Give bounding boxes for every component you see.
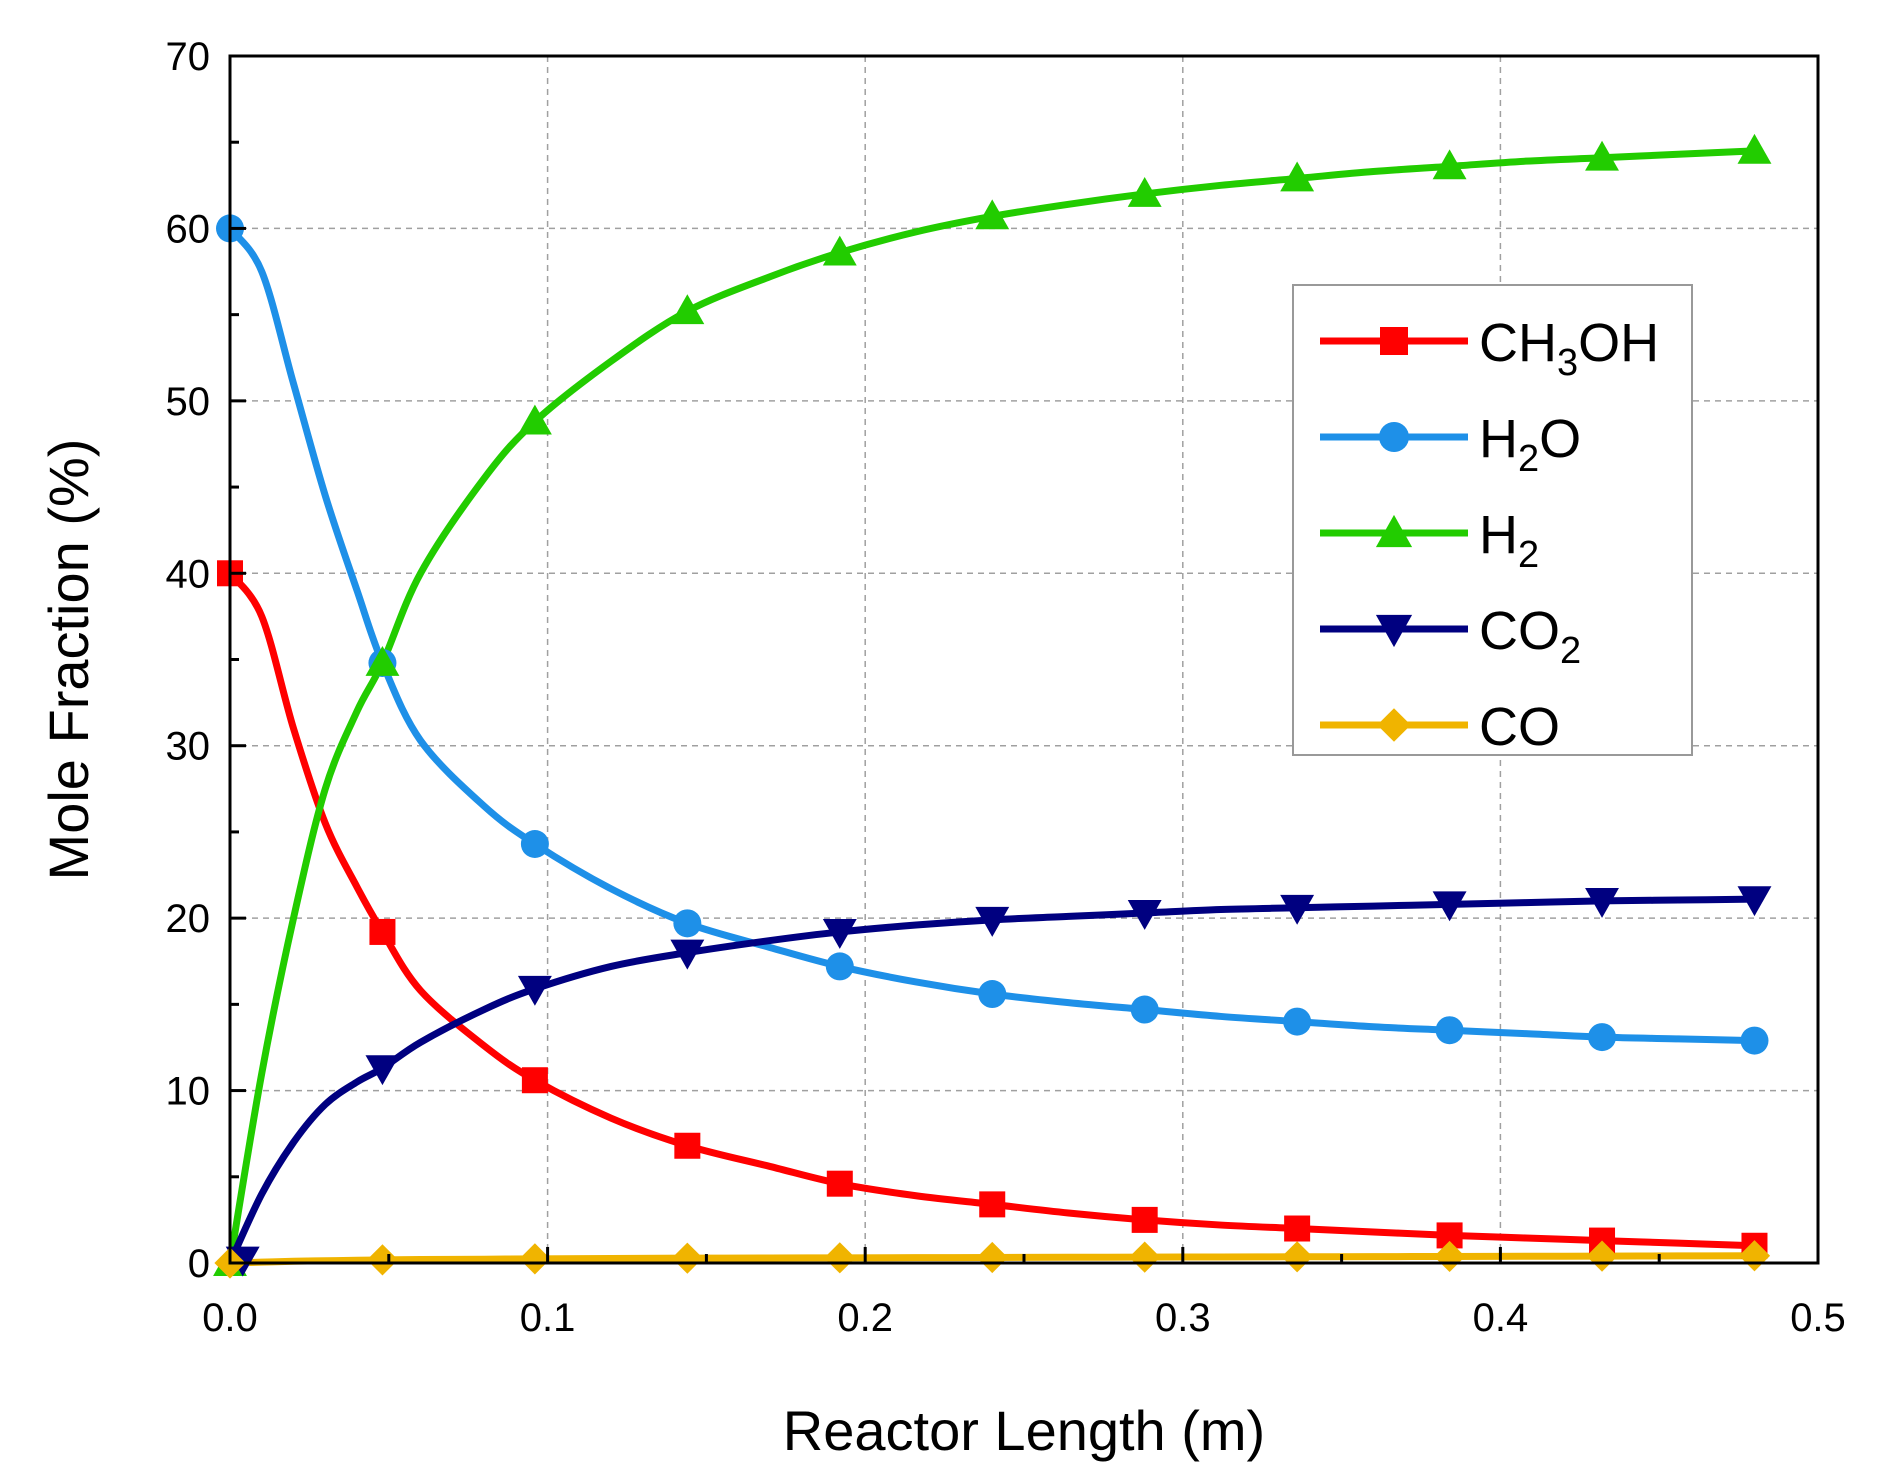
- data-point-co: [976, 1241, 1008, 1274]
- x-tick-label: 0.5: [1790, 1296, 1846, 1340]
- data-point-ch3oh: [521, 1067, 548, 1094]
- legend-label-tail: O: [1539, 409, 1581, 469]
- data-point-co: [824, 1242, 856, 1274]
- data-point-co: [366, 1244, 399, 1276]
- data-point-co2: [1280, 894, 1315, 925]
- y-tick-label: 20: [166, 897, 211, 941]
- legend-label-tail: OH: [1578, 313, 1659, 373]
- y-tick-label: 0: [188, 1242, 210, 1286]
- tick-labels: 0.0 0.1 0.2 0.3 0.4 0.5 0 10 20 30 40 50 60 70: [166, 35, 1846, 1340]
- data-point-co2: [365, 1055, 400, 1086]
- data-point-co2: [1127, 900, 1162, 930]
- legend-label-main: CH: [1479, 313, 1557, 373]
- y-tick-label: 60: [166, 207, 211, 251]
- data-point-h2: [365, 645, 400, 676]
- x-tick-label: 0.4: [1473, 1296, 1529, 1340]
- data-point-ch3oh: [674, 1132, 701, 1159]
- legend-label-main: H: [1479, 409, 1518, 469]
- y-tick-label: 10: [166, 1070, 211, 1114]
- data-point-h2: [822, 235, 857, 266]
- legend-label-h2: H2: [1479, 505, 1539, 576]
- data-point-h2o: [978, 980, 1007, 1009]
- data-point-h2o: [673, 909, 702, 938]
- data-point-ch3oh: [979, 1191, 1006, 1218]
- legend-box: [1292, 284, 1693, 756]
- data-point-co: [1129, 1241, 1161, 1273]
- legend-marker-h2o: [1379, 422, 1409, 452]
- data-point-co2: [1585, 887, 1619, 918]
- data-point-co: [519, 1243, 551, 1275]
- data-point-h2: [1280, 161, 1315, 192]
- data-point-co2: [975, 906, 1010, 937]
- legend-label-h2o: H2O: [1479, 409, 1581, 480]
- legend-marker-h2: [1375, 514, 1413, 548]
- legend-label-subscript: 3: [1557, 342, 1578, 384]
- legend-label-co: CO: [1479, 697, 1560, 757]
- legend-marker-co: [1377, 708, 1411, 742]
- data-point-h2: [670, 294, 705, 325]
- legend-label-subscript: 2: [1518, 534, 1539, 576]
- legend-label-subscript: 2: [1518, 438, 1539, 480]
- data-point-h2: [975, 199, 1010, 230]
- data-point-ch3oh: [1284, 1215, 1311, 1242]
- series-markers: [213, 133, 1772, 1279]
- data-point-co: [671, 1242, 703, 1274]
- data-point-ch3oh: [826, 1170, 853, 1197]
- data-point-ch3oh: [369, 918, 396, 945]
- data-point-h2o: [825, 952, 854, 981]
- data-point-h2: [1127, 176, 1162, 207]
- y-axis-title: Mole Fraction (%): [37, 439, 100, 881]
- x-axis-title: Reactor Length (m): [783, 1399, 1265, 1462]
- legend-label-subscript: 2: [1560, 630, 1581, 672]
- legend-label-main: H: [1479, 505, 1518, 565]
- legend-label-ch3oh: CH3OH: [1479, 313, 1659, 384]
- data-point-h2: [1585, 140, 1619, 171]
- series-line-h2: [226, 147, 1758, 1267]
- data-point-co: [1281, 1241, 1313, 1273]
- data-point-co2: [670, 939, 705, 970]
- legend-marker-co2: [1375, 614, 1413, 648]
- data-point-h2o: [1588, 1023, 1617, 1052]
- data-point-h2o: [1740, 1026, 1769, 1055]
- data-point-co2: [1432, 891, 1467, 922]
- x-tick-label: 0.3: [1155, 1296, 1211, 1340]
- legend-marker-ch3oh: [1380, 327, 1408, 355]
- legend-label-main: CO: [1479, 697, 1560, 757]
- x-tick-label: 0.1: [520, 1296, 576, 1340]
- x-tick-label: 0.2: [837, 1296, 893, 1340]
- legend-label-main: CO: [1479, 601, 1560, 661]
- y-tick-label: 70: [166, 35, 211, 79]
- y-tick-label: 40: [166, 552, 211, 596]
- data-point-ch3oh: [1131, 1206, 1158, 1233]
- data-point-h2: [517, 404, 552, 435]
- data-point-h2o: [520, 829, 549, 858]
- data-point-co2: [517, 975, 552, 1006]
- data-point-h2o: [1435, 1016, 1464, 1045]
- data-point-h2: [1432, 149, 1467, 180]
- data-point-co2: [1737, 886, 1772, 917]
- y-tick-label: 50: [166, 380, 211, 424]
- y-tick-label: 30: [166, 725, 211, 769]
- legend-label-co2: CO2: [1479, 601, 1581, 672]
- data-point-h2o: [1283, 1007, 1312, 1036]
- x-tick-label: 0.0: [202, 1296, 258, 1340]
- data-point-h2o: [1130, 995, 1159, 1024]
- data-point-h2: [1737, 133, 1772, 164]
- axis-ticks: [228, 54, 1820, 1265]
- data-point-co2: [822, 918, 857, 949]
